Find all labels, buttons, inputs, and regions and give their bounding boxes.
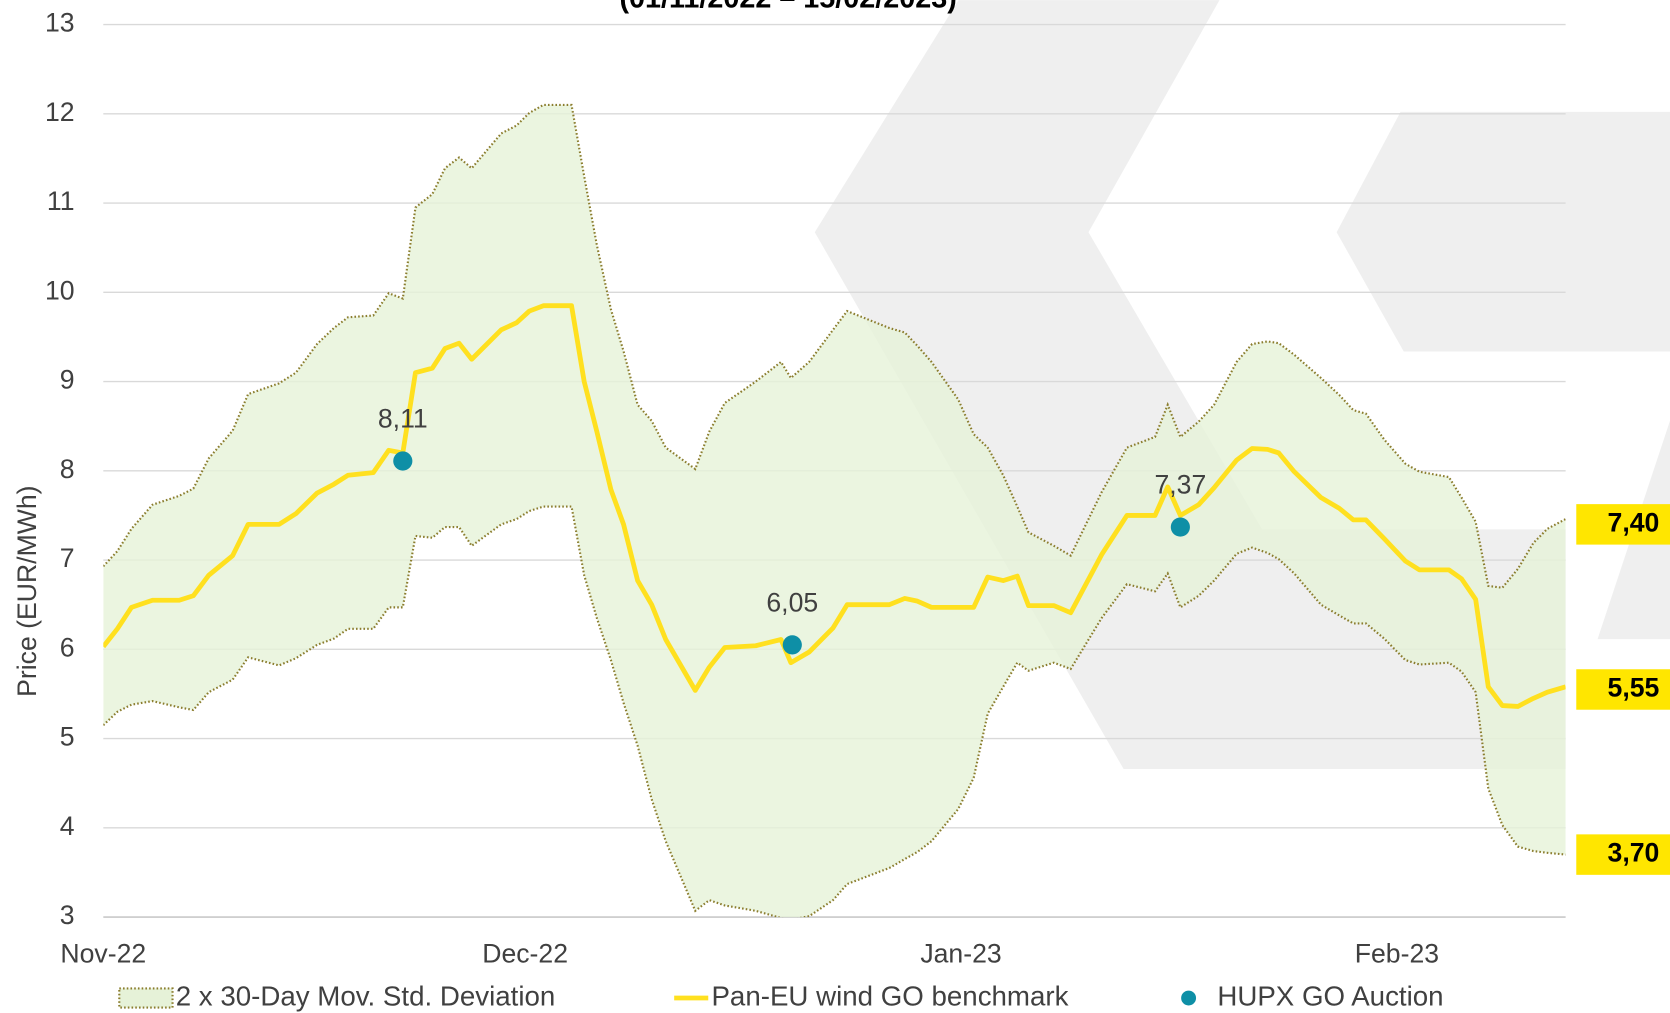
end-label: 7,40 <box>1608 507 1660 537</box>
end-label-box <box>1576 834 1670 875</box>
plot-area <box>103 103 1566 918</box>
y-tick-label: 13 <box>45 8 75 38</box>
legend-label: HUPX GO Auction <box>1217 980 1443 1011</box>
x-tick-label: Dec-22 <box>482 938 568 968</box>
y-tick-label: 10 <box>45 275 75 305</box>
y-tick-label: 6 <box>60 632 75 662</box>
legend-swatch <box>118 987 174 1009</box>
end-label-box <box>1576 504 1670 545</box>
end-label: 5,55 <box>1608 673 1660 703</box>
auction-point <box>393 451 413 471</box>
data-label: 8,11 <box>378 404 428 434</box>
y-tick-label: 12 <box>45 97 75 127</box>
end-label-box <box>1576 669 1670 710</box>
data-label: 6,05 <box>766 587 818 617</box>
y-tick-label: 8 <box>60 454 75 484</box>
chevron-shape <box>1336 111 1670 352</box>
end-label: 3,70 <box>1608 838 1660 868</box>
y-tick-label: 4 <box>60 811 75 841</box>
x-tick-label: Nov-22 <box>60 938 146 968</box>
y-tick-label: 7 <box>60 543 75 573</box>
y-axis-title: Price (EUR/MWh) <box>12 485 42 696</box>
benchmark-line <box>103 303 1566 709</box>
chart-subtitle: (01/11/2022 – 15/02/2023) <box>619 0 956 15</box>
data-label: 7,37 <box>1154 470 1206 500</box>
x-tick-label: Jan-23 <box>920 938 1001 968</box>
y-tick-label: 9 <box>60 365 75 395</box>
std-band-fill <box>103 104 1566 918</box>
y-tick-label: 5 <box>60 722 75 752</box>
legend-label: 2 x 30-Day Mov. Std. Deviation <box>176 980 556 1011</box>
legend-label: Pan-EU wind GO benchmark <box>711 980 1068 1011</box>
auction-point <box>782 635 802 655</box>
auction-point <box>1170 517 1190 537</box>
std-band-lower <box>103 505 1566 918</box>
legend-swatch <box>1181 990 1197 1006</box>
y-tick-label: 3 <box>60 900 75 930</box>
y-tick-label: 11 <box>47 186 75 216</box>
x-tick-label: Feb-23 <box>1355 938 1439 968</box>
